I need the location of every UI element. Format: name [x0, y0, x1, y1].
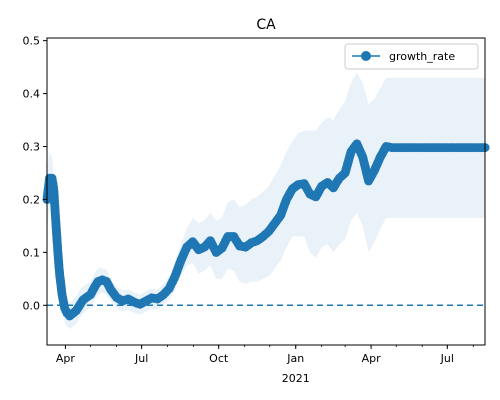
y-tick-label: 0.5: [23, 35, 41, 48]
x-tick-label: Oct: [209, 352, 229, 365]
x-year-label: 2021: [282, 372, 310, 385]
y-tick-label: 0.0: [23, 299, 41, 312]
plot-area-frame: [46, 37, 486, 346]
confidence-band: [47, 72, 485, 330]
series-layer: [42, 139, 490, 321]
legend: growth_rate: [344, 43, 479, 70]
legend-marker: [361, 51, 371, 61]
x-tick-label: Jul: [134, 352, 148, 365]
chart-title: CA: [256, 17, 276, 33]
y-tick-label: 0.2: [23, 193, 41, 206]
x-tick-label: Jul: [440, 352, 454, 365]
y-tick-label: 0.3: [23, 141, 41, 154]
x-axis: Apr Jul Oct Jan Apr Jul 2021: [56, 345, 474, 385]
y-tick-label: 0.1: [23, 246, 41, 259]
legend-label-growth-rate: growth_rate: [389, 50, 455, 63]
legend-box: [344, 43, 479, 70]
x-tick-label: Apr: [56, 352, 76, 365]
x-tick-label: Apr: [362, 352, 382, 365]
y-axis: 0.0 0.1 0.2 0.3 0.4 0.5: [23, 35, 47, 312]
confidence-band-layer: [47, 72, 485, 330]
y-tick-label: 0.4: [23, 88, 41, 101]
x-tick-label: Jan: [286, 352, 304, 365]
